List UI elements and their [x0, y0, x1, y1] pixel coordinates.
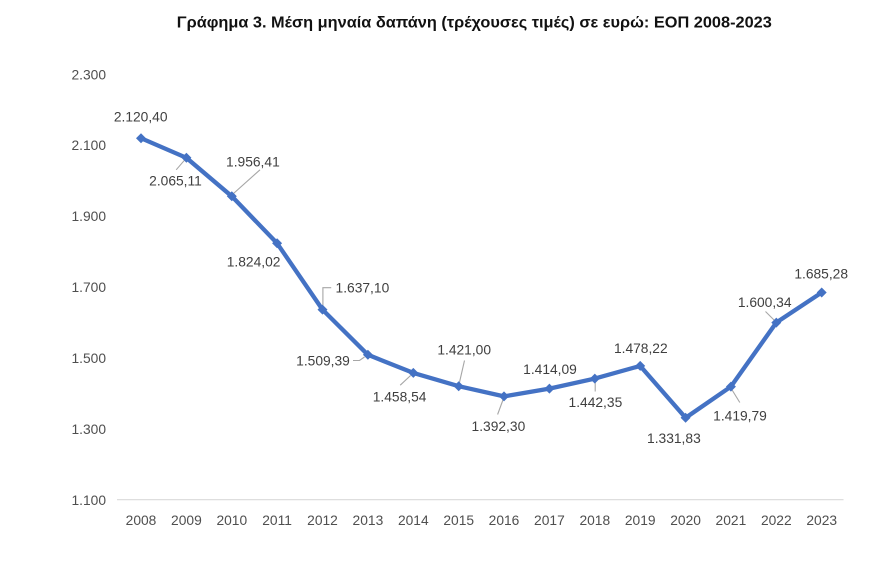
svg-text:1.900: 1.900: [71, 209, 106, 224]
svg-text:1.414,09: 1.414,09: [523, 362, 577, 377]
svg-text:2018: 2018: [579, 513, 610, 528]
svg-text:1.637,10: 1.637,10: [336, 281, 390, 296]
svg-text:2016: 2016: [489, 513, 520, 528]
svg-text:1.685,28: 1.685,28: [794, 267, 848, 282]
svg-text:2015: 2015: [443, 513, 474, 528]
svg-text:1.500: 1.500: [71, 351, 106, 366]
svg-text:2009: 2009: [171, 513, 202, 528]
svg-text:2014: 2014: [398, 513, 429, 528]
svg-text:2013: 2013: [353, 513, 384, 528]
svg-text:1.700: 1.700: [71, 280, 106, 295]
svg-text:2.100: 2.100: [71, 138, 106, 153]
svg-text:2023: 2023: [806, 513, 837, 528]
svg-text:2011: 2011: [262, 513, 292, 528]
svg-text:1.458,54: 1.458,54: [373, 389, 427, 404]
svg-text:2021: 2021: [716, 513, 747, 528]
svg-text:1.300: 1.300: [71, 422, 106, 437]
svg-text:2.065,11: 2.065,11: [149, 173, 202, 188]
svg-text:2008: 2008: [126, 513, 157, 528]
svg-text:1.442,35: 1.442,35: [569, 395, 623, 410]
svg-text:2.120,40: 2.120,40: [114, 110, 168, 125]
svg-text:2019: 2019: [625, 513, 656, 528]
svg-text:1.100: 1.100: [71, 493, 106, 508]
svg-text:2010: 2010: [216, 513, 247, 528]
svg-text:2020: 2020: [670, 513, 701, 528]
svg-text:1.509,39: 1.509,39: [296, 354, 350, 369]
svg-text:1.421,00: 1.421,00: [437, 343, 491, 358]
svg-text:1.824,02: 1.824,02: [227, 255, 281, 270]
svg-text:1.419,79: 1.419,79: [713, 408, 767, 423]
svg-text:Γράφημα 3. Μέση μηναία δαπάνη: Γράφημα 3. Μέση μηναία δαπάνη (τρέχουσες…: [177, 15, 772, 32]
svg-text:2012: 2012: [307, 513, 338, 528]
svg-text:1.331,83: 1.331,83: [647, 431, 701, 446]
svg-text:2017: 2017: [534, 513, 565, 528]
svg-text:2022: 2022: [761, 513, 792, 528]
svg-text:1.956,41: 1.956,41: [226, 154, 280, 169]
svg-text:1.478,22: 1.478,22: [614, 341, 668, 356]
svg-text:1.600,34: 1.600,34: [738, 295, 792, 310]
svg-text:2.300: 2.300: [71, 67, 106, 82]
svg-text:1.392,30: 1.392,30: [472, 419, 526, 434]
